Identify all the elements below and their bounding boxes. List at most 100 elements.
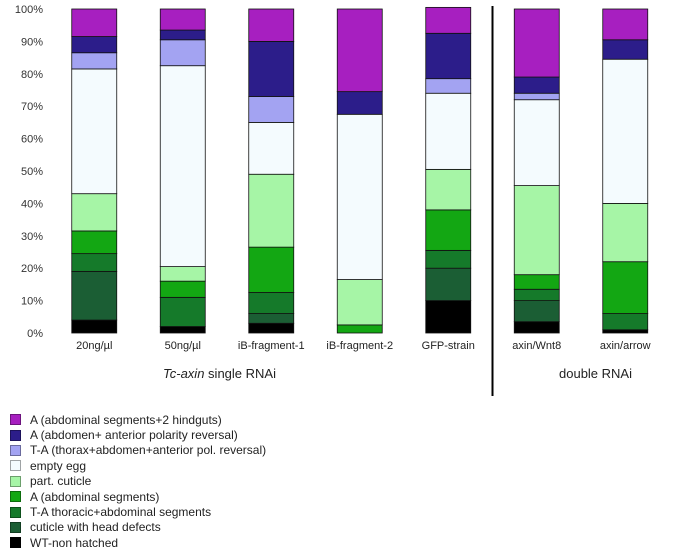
x-tick-label: 20ng/µl: [76, 340, 112, 352]
bar-segment: [248, 41, 295, 97]
legend-swatch: [10, 475, 21, 487]
bar-segment: [425, 6, 472, 34]
bar-segment: [602, 202, 649, 263]
bar-segment: [159, 8, 206, 31]
bar-segment: [425, 300, 472, 334]
y-axis-ticks: 0% 10% 20% 30% 40% 50% 60% 70% 80% 90% 100%: [15, 4, 43, 340]
y-tick-label: 40%: [21, 198, 43, 210]
bar-segment: [71, 68, 118, 195]
legend: A (abdominal segments+2 hindguts) A (abdo…: [10, 412, 266, 551]
bar-segment: [513, 185, 560, 276]
bar-segment: [248, 313, 295, 324]
bar-segment: [71, 8, 118, 37]
legend-swatch: [10, 429, 21, 441]
bar-segment: [248, 8, 295, 42]
bar-segment: [248, 322, 295, 334]
legend-swatch: [10, 506, 21, 518]
bar-segment: [513, 321, 560, 334]
bar-segment: [602, 39, 649, 60]
legend-swatch: [10, 460, 21, 472]
bar-stack: [248, 8, 295, 334]
legend-label: T-A (thorax+abdomen+anterior pol. revers…: [30, 443, 267, 458]
y-tick-label: 20%: [21, 263, 43, 275]
bar-segment: [425, 32, 472, 80]
bar-segment: [602, 261, 649, 314]
bar-segment: [336, 8, 383, 93]
legend-swatch: [10, 444, 21, 456]
bar-stack: [425, 6, 472, 334]
bar-segment: [602, 329, 649, 334]
group-label-italic: Tc-axin: [163, 366, 205, 381]
bars: [71, 6, 649, 334]
bar-segment: [336, 279, 383, 326]
bar-segment: [513, 76, 560, 94]
y-tick-label: 90%: [21, 36, 43, 48]
bar-segment: [336, 113, 383, 280]
y-tick-label: 100%: [15, 4, 43, 16]
bar-segment: [513, 300, 560, 323]
x-tick-label: GFP-strain: [422, 340, 475, 352]
bar-segment: [425, 249, 472, 269]
legend-label: cuticle with head defects: [30, 520, 161, 535]
bar-segment: [425, 92, 472, 170]
legend-label: WT-non hatched: [30, 535, 119, 550]
y-tick-label: 50%: [21, 166, 43, 178]
bar-segment: [248, 292, 295, 314]
x-axis-tick-labels: 20ng/µl 50ng/µl iB-fragment-1 iB-fragment-2…: [76, 340, 651, 352]
bar-segment: [602, 313, 649, 331]
bar-segment: [513, 8, 560, 78]
bar-segment: [248, 122, 295, 175]
x-tick-label: axin/arrow: [600, 340, 651, 352]
bar-segment: [602, 8, 649, 41]
legend-label: A (abdomen+ anterior polarity reversal): [30, 428, 238, 443]
legend-label: part. cuticle: [30, 474, 92, 489]
bar-segment: [425, 78, 472, 94]
legend-label: T-A thoracic+abdominal segments: [30, 505, 212, 520]
legend-item: part. cuticle: [10, 474, 266, 489]
x-tick-label: iB-fragment-2: [326, 340, 393, 352]
y-tick-label: 60%: [21, 134, 43, 146]
legend-item: T-A thoracic+abdominal segments: [10, 504, 266, 519]
bar-segment: [159, 29, 206, 41]
legend-item: WT-non hatched: [10, 535, 266, 550]
bar-segment: [602, 58, 649, 204]
legend-item: A (abdomen+ anterior polarity reversal): [10, 427, 266, 442]
bar-stack: [71, 8, 118, 334]
x-tick-label: iB-fragment-1: [238, 340, 305, 352]
bar-segment: [71, 52, 118, 70]
bar-segment: [425, 168, 472, 211]
bar-segment: [159, 266, 206, 282]
group-label-double-rnai: double RNAi: [559, 366, 632, 381]
y-tick-label: 30%: [21, 231, 43, 243]
bar-stack: [513, 8, 560, 334]
group-label-single-rnai: Tc-axin single RNAi: [163, 366, 276, 381]
legend-item: A (abdominal segments): [10, 489, 266, 504]
legend-label: A (abdominal segments): [30, 489, 160, 504]
bar-segment: [513, 99, 560, 186]
bar-segment: [159, 280, 206, 298]
x-tick-label: axin/Wnt8: [512, 340, 561, 352]
bar-segment: [248, 246, 295, 293]
bar-segment: [336, 324, 383, 334]
bar-stack: [336, 8, 383, 334]
group-label-text: single RNAi: [204, 366, 276, 381]
legend-swatch: [10, 521, 21, 533]
bar-segment: [159, 326, 206, 334]
stacked-bar-chart: 0% 10% 20% 30% 40% 50% 60% 70% 80% 90% 100% 20ng/µ…: [15, 4, 651, 396]
y-tick-label: 70%: [21, 101, 43, 113]
legend-swatch: [10, 414, 21, 426]
y-tick-label: 80%: [21, 69, 43, 81]
bar-segment: [159, 65, 206, 267]
bar-segment: [248, 173, 295, 248]
bar-segment: [513, 288, 560, 302]
bar-segment: [71, 253, 118, 272]
bar-segment: [425, 267, 472, 302]
y-tick-label: 10%: [21, 296, 43, 308]
group-label-text: double RNAi: [559, 366, 632, 381]
bar-segment: [513, 92, 560, 101]
legend-label: empty egg: [30, 458, 87, 473]
legend-item: T-A (thorax+abdomen+anterior pol. revers…: [10, 443, 266, 458]
legend-swatch: [10, 491, 21, 503]
bar-segment: [71, 319, 118, 334]
bar-segment: [513, 274, 560, 290]
